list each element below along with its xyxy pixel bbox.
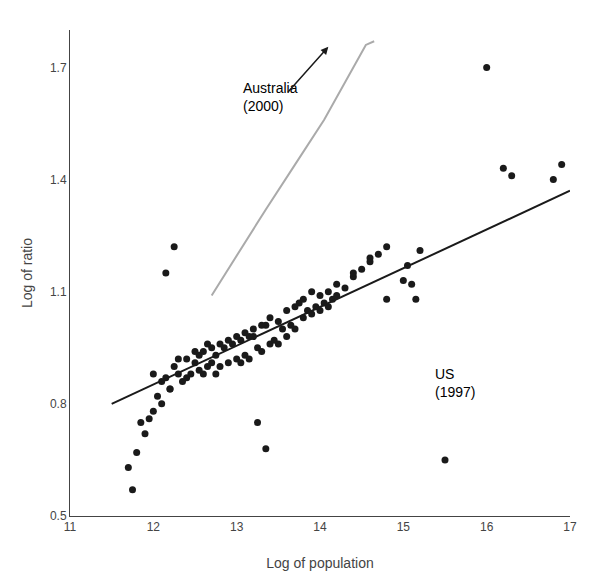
svg-text:17: 17 bbox=[563, 520, 577, 534]
svg-text:15: 15 bbox=[397, 520, 411, 534]
svg-text:0.8: 0.8 bbox=[50, 397, 67, 411]
svg-text:16: 16 bbox=[480, 520, 494, 534]
svg-text:Log of ratio: Log of ratio bbox=[19, 238, 35, 308]
svg-text:0.5: 0.5 bbox=[50, 509, 67, 523]
svg-text:1.7: 1.7 bbox=[50, 61, 67, 75]
svg-text:1.1: 1.1 bbox=[50, 285, 67, 299]
svg-text:12: 12 bbox=[147, 520, 161, 534]
svg-text:13: 13 bbox=[230, 520, 244, 534]
svg-text:14: 14 bbox=[313, 520, 327, 534]
svg-text:Australia(2000): Australia(2000) bbox=[243, 80, 298, 114]
svg-text:11: 11 bbox=[64, 520, 77, 534]
svg-text:Log of population: Log of population bbox=[266, 555, 373, 571]
svg-text:1.4: 1.4 bbox=[50, 173, 67, 187]
svg-text:US(1997): US(1997) bbox=[435, 366, 475, 400]
